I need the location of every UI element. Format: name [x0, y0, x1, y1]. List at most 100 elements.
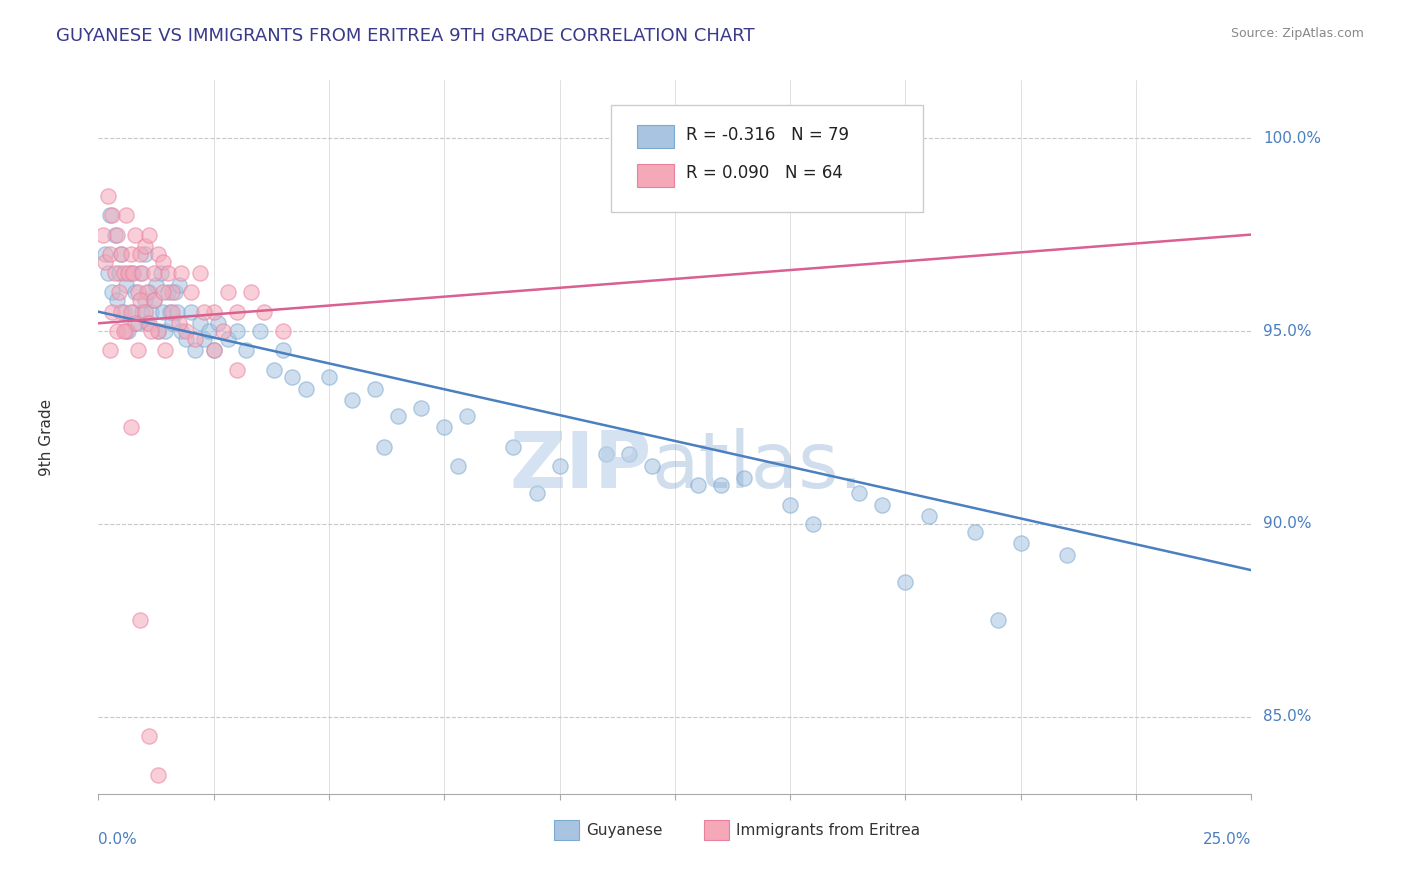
Text: 95.0%: 95.0%	[1263, 324, 1312, 338]
Text: 85.0%: 85.0%	[1263, 709, 1312, 724]
Point	[138, 227, 160, 242]
Point	[97, 189, 120, 203]
Point	[987, 613, 1010, 627]
Point	[148, 247, 170, 261]
Point	[202, 343, 225, 358]
Point	[548, 458, 571, 473]
Bar	[704, 821, 730, 840]
Point	[112, 304, 135, 318]
Point	[120, 304, 142, 318]
Point	[686, 478, 709, 492]
Text: atlas.: atlas.	[652, 427, 865, 504]
Text: R = -0.316   N = 79: R = -0.316 N = 79	[686, 127, 849, 145]
Point	[848, 486, 870, 500]
Point	[138, 316, 160, 330]
Point	[155, 343, 177, 358]
Point	[526, 486, 548, 500]
Point	[124, 285, 146, 300]
Point	[156, 266, 179, 280]
Point	[1056, 548, 1078, 562]
Point	[184, 343, 207, 358]
Point	[148, 324, 170, 338]
Point	[134, 293, 156, 307]
Point	[447, 458, 470, 473]
Point	[117, 266, 139, 280]
Point	[160, 285, 183, 300]
Text: 100.0%: 100.0%	[1263, 130, 1320, 145]
Point	[110, 304, 132, 318]
Point	[91, 227, 114, 242]
Point	[163, 285, 186, 300]
Point	[152, 254, 174, 268]
Point	[120, 420, 142, 434]
Text: 25.0%: 25.0%	[1204, 832, 1251, 847]
Point	[271, 343, 294, 358]
Point	[101, 208, 124, 222]
Point	[110, 247, 132, 261]
Point	[148, 767, 170, 781]
Point	[105, 324, 128, 338]
Point	[124, 227, 146, 242]
Text: Guyanese: Guyanese	[586, 822, 662, 838]
Point	[120, 266, 142, 280]
Point	[253, 304, 276, 318]
Point	[134, 239, 156, 253]
Point	[101, 304, 124, 318]
Point	[129, 613, 152, 627]
Point	[129, 247, 152, 261]
Point	[710, 478, 733, 492]
Point	[364, 382, 387, 396]
Point	[156, 285, 179, 300]
Point	[135, 316, 157, 330]
Point	[217, 285, 239, 300]
Point	[117, 324, 139, 338]
Point	[122, 266, 145, 280]
Point	[127, 343, 149, 358]
Point	[225, 304, 247, 318]
Point	[167, 277, 190, 292]
Point	[103, 266, 125, 280]
Point	[112, 266, 135, 280]
Point	[120, 247, 142, 261]
Point	[170, 266, 193, 280]
Point	[271, 324, 294, 338]
Point	[872, 498, 894, 512]
Text: 9th Grade: 9th Grade	[39, 399, 53, 475]
Point	[207, 316, 229, 330]
Point	[129, 293, 152, 307]
Point	[98, 343, 121, 358]
Point	[193, 304, 215, 318]
Point	[98, 208, 121, 222]
Point	[641, 458, 664, 473]
Text: GUYANESE VS IMMIGRANTS FROM ERITREA 9TH GRADE CORRELATION CHART: GUYANESE VS IMMIGRANTS FROM ERITREA 9TH …	[56, 27, 755, 45]
Bar	[637, 164, 673, 187]
Point	[225, 362, 247, 376]
Point	[595, 447, 617, 461]
Point	[129, 266, 152, 280]
Point	[387, 409, 409, 423]
Text: 0.0%: 0.0%	[98, 832, 138, 847]
Point	[225, 324, 247, 338]
Point	[134, 247, 156, 261]
Point	[193, 332, 215, 346]
Bar	[554, 821, 579, 840]
Bar	[637, 125, 673, 148]
Point	[202, 343, 225, 358]
Point	[373, 440, 395, 454]
Text: 90.0%: 90.0%	[1263, 516, 1312, 532]
Text: Immigrants from Eritrea: Immigrants from Eritrea	[735, 822, 920, 838]
Point	[318, 370, 340, 384]
Point	[131, 304, 153, 318]
Point	[138, 285, 160, 300]
Point	[138, 729, 160, 743]
Point	[160, 304, 183, 318]
Point	[134, 304, 156, 318]
Point	[281, 370, 304, 384]
Point	[98, 247, 121, 261]
Point	[152, 304, 174, 318]
Point	[411, 401, 433, 416]
Point	[142, 293, 165, 307]
Point	[963, 524, 986, 539]
Point	[188, 316, 211, 330]
Point	[101, 285, 124, 300]
